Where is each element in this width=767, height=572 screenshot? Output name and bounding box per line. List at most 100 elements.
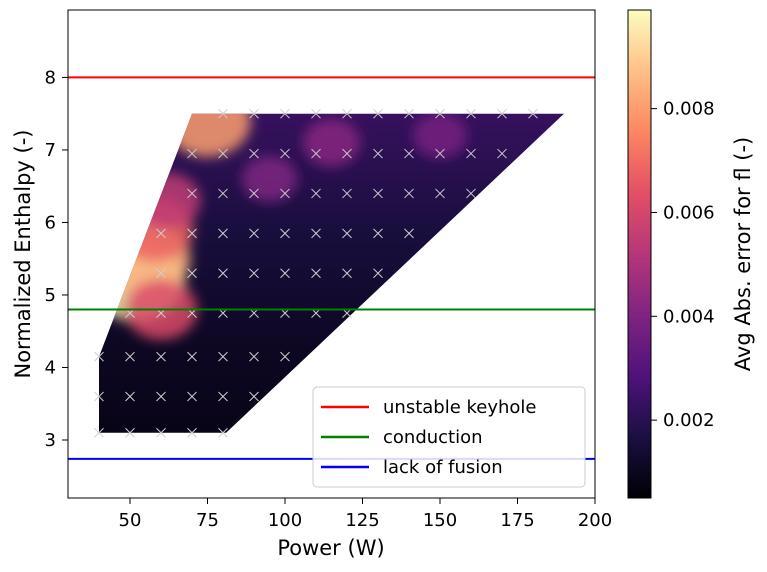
sample-point	[156, 427, 166, 438]
sample-point	[218, 391, 228, 402]
sample-point	[373, 148, 383, 159]
sample-point	[218, 427, 228, 438]
x-axis: 50 75 100 125 150 175 200	[119, 498, 612, 531]
sample-point	[528, 108, 538, 119]
x-tick-label: 75	[196, 510, 219, 531]
x-tick-label: 100	[268, 510, 302, 531]
sample-point	[218, 108, 228, 119]
x-tick-label: 125	[345, 510, 379, 531]
y-tick-label: 8	[45, 67, 56, 88]
sample-point	[404, 108, 414, 119]
sample-point	[280, 108, 290, 119]
legend-entry: lack of fusion	[383, 457, 503, 478]
sample-point	[249, 268, 259, 279]
sample-point	[404, 228, 414, 239]
sample-point	[497, 108, 507, 119]
x-tick-label: 150	[423, 510, 457, 531]
sample-point	[342, 108, 352, 119]
colorbar-gradient	[628, 10, 651, 498]
sample-point	[249, 228, 259, 239]
legend-box	[312, 386, 586, 488]
sample-point	[280, 148, 290, 159]
sample-points	[94, 108, 538, 438]
sample-point	[373, 108, 383, 119]
sample-point	[156, 228, 166, 239]
colorbar-label: Avg Abs. error for fl (-)	[731, 137, 755, 372]
sample-point	[404, 148, 414, 159]
y-axis: 3 4 5 6 7 8	[45, 67, 68, 451]
sample-point	[373, 188, 383, 199]
y-tick-label: 5	[45, 285, 56, 306]
colorbar-tick-label: 0.004	[663, 306, 715, 327]
heatmap-hotspot	[412, 113, 468, 158]
heatmap-hotspot	[302, 118, 361, 167]
colorbar-frame	[627, 9, 652, 499]
sample-point	[187, 391, 197, 402]
sample-point	[342, 148, 352, 159]
sample-point	[249, 188, 259, 199]
sample-point	[404, 188, 414, 199]
sample-point	[280, 268, 290, 279]
x-tick-label: 175	[500, 510, 534, 531]
plot-area: 50 75 100 125 150 175 200 3 4 5 6 7 8 Power (W) Nor…	[11, 9, 612, 560]
legend-entry: conduction	[383, 427, 483, 448]
y-tick-label: 6	[45, 212, 56, 233]
sample-point	[280, 228, 290, 239]
sample-point	[156, 268, 166, 279]
sample-point	[311, 228, 321, 239]
x-tick-label: 50	[119, 510, 142, 531]
y-axis-title: Normalized Enthalpy (-)	[11, 130, 35, 379]
colorbar: 0.002 0.004 0.006 0.008 Avg Abs. error for …	[627, 9, 755, 499]
sample-point	[187, 268, 197, 279]
heatmap-hotspot	[241, 155, 298, 203]
sample-point	[373, 228, 383, 239]
y-tick-label: 3	[45, 430, 56, 451]
sample-point	[125, 391, 135, 402]
sample-point	[218, 148, 228, 159]
sample-point	[373, 268, 383, 279]
sample-point	[342, 228, 352, 239]
sample-point	[342, 188, 352, 199]
sample-point	[94, 427, 104, 438]
x-tick-label: 200	[578, 510, 612, 531]
sample-point	[497, 148, 507, 159]
sample-point	[466, 148, 476, 159]
heatmap-hotspot	[164, 113, 251, 157]
sample-point	[435, 148, 445, 159]
sample-point	[342, 268, 352, 279]
sample-point	[249, 391, 259, 402]
x-axis-title: Power (W)	[277, 536, 384, 560]
sample-point	[156, 391, 166, 402]
sample-point	[249, 148, 259, 159]
legend: unstable keyhole conduction lack of fusion	[312, 386, 586, 488]
legend-entry: unstable keyhole	[383, 397, 537, 418]
sample-point	[94, 351, 104, 362]
sample-point	[280, 351, 290, 362]
sample-point	[156, 351, 166, 362]
sample-point	[249, 108, 259, 119]
sample-point	[311, 268, 321, 279]
colorbar-tick-label: 0.002	[663, 410, 715, 431]
sample-point	[218, 268, 228, 279]
sample-point	[311, 148, 321, 159]
sample-point	[311, 108, 321, 119]
sample-point	[218, 351, 228, 362]
colorbar-tick-label: 0.008	[663, 99, 715, 120]
sample-point	[187, 351, 197, 362]
sample-point	[466, 188, 476, 199]
colorbar-ticks: 0.002 0.004 0.006 0.008	[651, 99, 715, 431]
colorbar-tick-label: 0.006	[663, 202, 715, 223]
sample-point	[466, 108, 476, 119]
sample-point	[311, 188, 321, 199]
sample-point	[435, 188, 445, 199]
sample-point	[187, 188, 197, 199]
sample-point	[218, 188, 228, 199]
sample-point	[187, 427, 197, 438]
sample-point	[125, 427, 135, 438]
sample-point	[125, 351, 135, 362]
axes-frame	[67, 9, 596, 499]
sample-point	[218, 228, 228, 239]
sample-point	[280, 188, 290, 199]
sample-point	[187, 228, 197, 239]
